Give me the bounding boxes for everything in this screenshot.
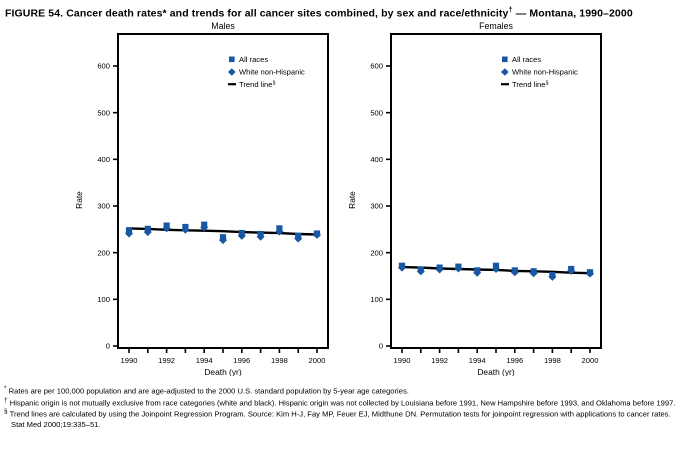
footnote-marker: † [4, 396, 8, 404]
figure-title-suffix: — Montana, 1990–2000 [512, 7, 633, 20]
svg-text:White non-Hispanic: White non-Hispanic [512, 68, 578, 77]
legend-diamond-icon [501, 68, 509, 76]
svg-text:100: 100 [97, 295, 110, 304]
svg-text:All races: All races [512, 55, 541, 64]
svg-text:1990: 1990 [394, 356, 411, 365]
diamond-marker [294, 234, 303, 243]
legend-square-icon [502, 56, 508, 63]
series-white-non-hispanic [398, 263, 594, 281]
svg-text:400: 400 [370, 155, 383, 164]
svg-text:1998: 1998 [544, 356, 561, 365]
footnote-text: Hispanic origin is not mutually exclusiv… [9, 398, 676, 408]
svg-text:200: 200 [97, 248, 110, 257]
figure-title: FIGURE 54. Cancer death rates* and trend… [5, 5, 633, 20]
footnotes: * Rates are per 100,000 population and a… [4, 385, 683, 430]
svg-text:500: 500 [97, 108, 110, 117]
svg-text:1992: 1992 [431, 356, 448, 365]
y-axis-label: Rate [347, 191, 357, 209]
diamond-marker [416, 267, 425, 276]
diamond-marker [492, 265, 500, 273]
series-white-non-hispanic [125, 223, 321, 245]
x-axis: 1990 1992 1994 1996 1998 2000 [121, 348, 326, 365]
diamond-marker [454, 264, 463, 273]
diamond-marker [313, 230, 321, 239]
footnote-text: Trend lines are calculated by using the … [9, 409, 671, 429]
legend: All races White non-Hispanic Trend line§ [501, 55, 578, 89]
svg-text:2000: 2000 [309, 356, 326, 365]
svg-text:100: 100 [370, 295, 383, 304]
svg-text:1994: 1994 [469, 356, 486, 365]
svg-text:1994: 1994 [196, 356, 213, 365]
footnote-rates: * Rates are per 100,000 population and a… [4, 385, 683, 397]
footnote-hispanic-origin: † Hispanic origin is not mutually exclus… [4, 397, 683, 409]
diamond-marker [219, 236, 227, 245]
diamond-marker [256, 232, 265, 241]
footnote-marker: § [4, 408, 8, 416]
chart-title: Females [479, 21, 513, 31]
legend-diamond-icon [228, 68, 236, 76]
svg-text:300: 300 [97, 202, 110, 211]
diamond-marker [398, 263, 406, 272]
x-axis-label: Death (yr) [477, 367, 514, 376]
diamond-marker [162, 224, 171, 233]
diamond-marker [567, 266, 576, 275]
svg-text:Trend line§: Trend line§ [512, 80, 549, 89]
y-axis: 0 100 200 300 400 500 600 [97, 62, 118, 351]
footnote-marker: * [4, 385, 7, 392]
diamond-marker [529, 269, 538, 278]
y-axis-label: Rate [74, 191, 84, 209]
males-chart: Males 0 100 200 300 400 500 600 Rate 1990 1992 1994… [74, 21, 329, 376]
svg-text:600: 600 [97, 62, 110, 71]
svg-text:200: 200 [370, 248, 383, 257]
diamond-marker [181, 225, 190, 234]
footnote-text: Rates are per 100,000 population and are… [8, 386, 409, 396]
svg-text:0: 0 [379, 342, 383, 351]
x-axis: 1990 1992 1994 1996 1998 2000 [394, 348, 599, 365]
svg-text:1998: 1998 [271, 356, 288, 365]
svg-text:0: 0 [106, 342, 110, 351]
svg-text:300: 300 [370, 202, 383, 211]
figure-title-text: FIGURE 54. Cancer death rates* and trend… [5, 7, 509, 20]
footnote-trend-lines: § Trend lines are calculated by using th… [4, 408, 683, 430]
svg-text:Trend line§: Trend line§ [239, 80, 276, 89]
diamond-marker [275, 227, 284, 236]
diamond-marker [548, 272, 557, 281]
diamond-marker [125, 229, 133, 238]
svg-text:500: 500 [370, 108, 383, 117]
svg-text:1996: 1996 [233, 356, 250, 365]
diamond-marker [435, 265, 444, 274]
y-axis: 0 100 200 300 400 500 600 [370, 62, 391, 351]
charts-row: Males 0 100 200 300 400 500 600 Rate 1990 1992 1994… [72, 20, 610, 376]
figure-title-dagger: † [508, 5, 513, 14]
diamond-marker [510, 268, 519, 277]
diamond-marker [237, 231, 246, 240]
svg-text:1992: 1992 [158, 356, 175, 365]
diamond-marker [473, 268, 482, 277]
svg-text:1990: 1990 [121, 356, 138, 365]
diamond-marker [586, 269, 594, 278]
trend-line [128, 227, 318, 236]
legend: All races White non-Hispanic Trend line§ [228, 55, 305, 89]
svg-text:2000: 2000 [582, 356, 599, 365]
svg-text:400: 400 [97, 155, 110, 164]
svg-text:All races: All races [239, 55, 268, 64]
legend-square-icon [229, 56, 235, 63]
plot-frame [117, 33, 329, 349]
svg-text:White non-Hispanic: White non-Hispanic [239, 68, 305, 77]
diamond-marker [143, 228, 152, 237]
diamond-marker [200, 223, 209, 232]
svg-text:600: 600 [370, 62, 383, 71]
svg-text:1996: 1996 [506, 356, 523, 365]
plot-frame [390, 33, 602, 349]
x-axis-label: Death (yr) [204, 367, 241, 376]
chart-title: Males [211, 21, 235, 31]
